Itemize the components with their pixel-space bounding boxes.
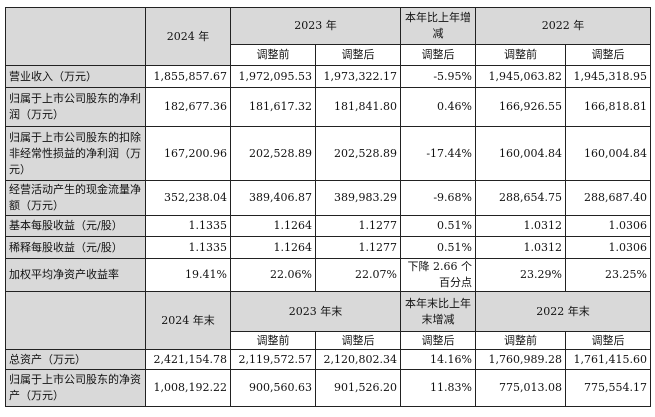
value-cell: 1.1277 xyxy=(315,236,401,259)
row-label: 总资产（万元） xyxy=(5,349,146,370)
header-blank xyxy=(5,291,146,350)
subheader-row: 调整前 调整后 调整后 调整前 调整后 xyxy=(6,44,651,66)
value-cell: 2,120,802.34 xyxy=(315,349,401,370)
value-cell: 1.1335 xyxy=(145,215,231,237)
value-cell: 19.41% xyxy=(145,258,231,292)
row-label: 基本每股收益（元/股） xyxy=(5,215,146,237)
value-cell: 11.83% xyxy=(400,369,476,407)
value-cell: 1,973,322.17 xyxy=(315,65,401,88)
subheader-cell: 调整前 xyxy=(475,44,566,66)
subheader-cell: 调整前 xyxy=(230,44,316,66)
value-cell: 23.29% xyxy=(475,258,566,292)
value-cell: 0.46% xyxy=(400,87,476,127)
subheader-cell: 调整后 xyxy=(400,44,476,66)
value-cell: 775,013.08 xyxy=(475,369,566,407)
subheader-cell: 调整后 xyxy=(565,331,651,350)
header-blank xyxy=(5,7,146,66)
value-cell: 2,119,572.57 xyxy=(230,349,316,370)
subheader-cell: 调整前 xyxy=(475,331,566,350)
value-cell: 775,554.17 xyxy=(565,369,651,407)
row-label: 营业收入（万元） xyxy=(5,65,146,88)
value-cell: 0.51% xyxy=(400,215,476,237)
table-row: 归属于上市公司股东的净资产（万元） 1,008,192.22 900,560.63 9… xyxy=(5,369,651,407)
subheader-cell: 调整后 xyxy=(315,44,401,66)
header-current-year: 2024 年 xyxy=(145,7,231,66)
value-cell: 22.07% xyxy=(315,258,401,292)
value-cell: 1.0306 xyxy=(565,215,651,237)
value-cell: 1,761,415.60 xyxy=(565,349,651,370)
value-cell: 14.16% xyxy=(400,349,476,370)
value-cell: 下降 2.66 个百分点 xyxy=(400,258,476,292)
header-change: 本年比上年增减 xyxy=(400,7,476,45)
value-cell: 181,617.32 xyxy=(230,87,316,127)
value-cell: 2,421,154.78 xyxy=(145,349,231,370)
header-prior-year: 2023 年 xyxy=(230,7,401,45)
value-cell: 181,841.80 xyxy=(315,87,401,127)
value-cell: 202,528.89 xyxy=(315,126,401,181)
financial-summary-table: 2024 年 2023 年本年比上年增减 2022 年调整前 调整后 调整后 调整前 调整后… xyxy=(5,7,651,407)
value-cell: 166,926.55 xyxy=(475,87,566,127)
value-cell: 0.51% xyxy=(400,236,476,259)
table-row: 归属于上市公司股东的净利润（万元） 182,677.36 181,617.32 181… xyxy=(5,87,651,127)
row-label: 稀释每股收益（元/股） xyxy=(5,236,146,259)
value-cell: 1.1264 xyxy=(230,236,316,259)
value-cell: 202,528.89 xyxy=(230,126,316,181)
row-label: 经营活动产生的现金流量净额（万元） xyxy=(5,180,146,216)
value-cell: 1,855,857.67 xyxy=(145,65,231,88)
value-cell: -17.44% xyxy=(400,126,476,181)
subheader-cell: 调整后 xyxy=(315,331,401,350)
table-row: 加权平均净资产收益率 19.41% 22.06% 22.07% 下降 2.66 个百分点… xyxy=(5,258,651,292)
value-cell: 288,654.75 xyxy=(475,180,566,216)
row-label: 加权平均净资产收益率 xyxy=(5,258,146,292)
subheader-cell: 调整后 xyxy=(400,331,476,350)
value-cell: 22.06% xyxy=(230,258,316,292)
value-cell: 160,004.84 xyxy=(475,126,566,181)
header-change: 本年末比上年末增减 xyxy=(400,291,476,332)
value-cell: 182,677.36 xyxy=(145,87,231,127)
table-row: 基本每股收益（元/股） 1.1335 1.1264 1.1277 0.51% 1.0312… xyxy=(5,215,651,237)
value-cell: 1,008,192.22 xyxy=(145,369,231,407)
table-row: 经营活动产生的现金流量净额（万元） 352,238.04 389,406.87 389… xyxy=(5,180,651,216)
value-cell: 167,200.96 xyxy=(145,126,231,181)
value-cell: 1.1335 xyxy=(145,236,231,259)
value-cell: 1.1264 xyxy=(230,215,316,237)
value-cell: 1.0312 xyxy=(475,236,566,259)
value-cell: 900,560.63 xyxy=(230,369,316,407)
subheader-cell: 调整前 xyxy=(230,331,316,350)
table-row: 总资产（万元） 2,421,154.78 2,119,572.57 2,120,802… xyxy=(5,349,651,370)
value-cell: 160,004.84 xyxy=(565,126,651,181)
header-row: 2024 年 2023 年本年比上年增减 2022 年 xyxy=(5,7,651,66)
value-cell: 1,972,095.53 xyxy=(230,65,316,88)
header-prior-year: 2023 年末 xyxy=(230,291,401,332)
value-cell: 1,945,063.82 xyxy=(475,65,566,88)
value-cell: 389,406.87 xyxy=(230,180,316,216)
header-two-years-prior: 2022 年末 xyxy=(475,291,651,332)
value-cell: 1,760,989.28 xyxy=(475,349,566,370)
value-cell: 1.1277 xyxy=(315,215,401,237)
row-label: 归属于上市公司股东的扣除非经常性损益的净利润（万元） xyxy=(5,126,146,181)
value-cell: 1.0312 xyxy=(475,215,566,237)
value-cell: 1.0306 xyxy=(565,236,651,259)
table-row: 稀释每股收益（元/股） 1.1335 1.1264 1.1277 0.51% 1.0312… xyxy=(5,236,651,259)
row-label: 归属于上市公司股东的净资产（万元） xyxy=(5,369,146,407)
header-two-years-prior: 2022 年 xyxy=(475,7,651,45)
value-cell: 166,818.81 xyxy=(565,87,651,127)
table-row: 营业收入（万元） 1,855,857.67 1,972,095.53 1,973,32… xyxy=(5,65,651,88)
value-cell: -5.95% xyxy=(400,65,476,88)
row-label: 归属于上市公司股东的净利润（万元） xyxy=(5,87,146,127)
subheader-cell: 调整后 xyxy=(565,44,651,66)
value-cell: 352,238.04 xyxy=(145,180,231,216)
value-cell: 23.25% xyxy=(565,258,651,292)
header-current-year: 2024 年末 xyxy=(145,291,231,350)
value-cell: 1,945,318.95 xyxy=(565,65,651,88)
value-cell: 901,526.20 xyxy=(315,369,401,407)
value-cell: 288,687.40 xyxy=(565,180,651,216)
value-cell: 389,983.29 xyxy=(315,180,401,216)
value-cell: -9.68% xyxy=(400,180,476,216)
header-row: 2024 年末 2023 年末 本年末比上年末增减 2022 年末 xyxy=(5,291,651,350)
table-row: 归属于上市公司股东的扣除非经常性损益的净利润（万元） 167,200.96 202,… xyxy=(5,126,651,181)
